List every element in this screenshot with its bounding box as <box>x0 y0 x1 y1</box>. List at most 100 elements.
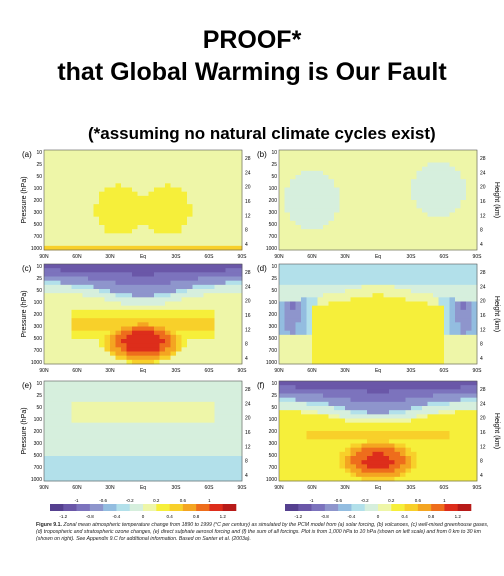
cell-d-11-18 <box>339 339 346 344</box>
cell-a-18-15 <box>143 212 149 218</box>
cell-a-10-9 <box>99 187 105 193</box>
cell-b-27-20 <box>427 233 434 238</box>
cell-e-5-12 <box>71 431 78 436</box>
cell-a-28-17 <box>198 220 204 226</box>
cell-c-17-2 <box>137 272 144 277</box>
cell-c-28-21 <box>198 351 204 357</box>
cell-a-13-1 <box>115 154 122 159</box>
cell-a-4-2 <box>66 158 72 163</box>
cell-c-11-21 <box>104 351 111 357</box>
cell-d-14-3 <box>356 276 362 282</box>
cell-b-5-12 <box>306 200 313 205</box>
cell-d-18-0 <box>378 264 384 269</box>
cell-b-28-6 <box>433 175 439 180</box>
cell-b-22-9 <box>400 187 406 193</box>
cell-b-3-10 <box>295 191 302 197</box>
cell-d-7-19 <box>317 343 324 348</box>
cell-b-4-5 <box>301 170 307 176</box>
cell-b-9-5 <box>328 170 335 176</box>
cell-e-31-23 <box>214 476 221 482</box>
cell-b-20-0 <box>389 150 395 155</box>
cell-e-13-14 <box>115 439 122 444</box>
cell-d-16-2 <box>367 272 373 277</box>
cell-b-11-9 <box>339 187 346 193</box>
cell-a-26-4 <box>187 166 193 172</box>
cell-b-4-4 <box>301 166 307 172</box>
cell-b-4-2 <box>301 158 307 163</box>
cell-d-14-0 <box>356 264 362 269</box>
cell-a-33-21 <box>225 237 232 243</box>
cell-b-18-23 <box>378 245 384 251</box>
cell-d-33-19 <box>460 343 467 348</box>
cell-b-6-12 <box>312 200 318 205</box>
cell-e-0-9 <box>44 418 50 424</box>
cell-a-0-12 <box>44 200 50 205</box>
cell-d-10-1 <box>334 268 340 273</box>
cell-d-27-19 <box>427 343 434 348</box>
cell-f-9-21 <box>328 468 335 474</box>
cell-d-26-0 <box>422 264 428 269</box>
cell-a-14-10 <box>121 191 127 197</box>
cell-e-29-1 <box>203 385 210 390</box>
cell-a-4-15 <box>66 212 72 218</box>
cell-d-9-19 <box>328 343 335 348</box>
cell-b-34-8 <box>466 183 472 188</box>
cell-f-13-9 <box>350 418 357 424</box>
cell-b-27-9 <box>427 187 434 193</box>
cell-c-29-18 <box>203 339 210 344</box>
cell-e-21-10 <box>159 422 166 428</box>
cell-b-28-15 <box>433 212 439 218</box>
cell-b-24-11 <box>411 195 417 201</box>
cell-f-15-12 <box>361 431 368 436</box>
cell-c-17-16 <box>137 330 144 336</box>
cell-a-18-10 <box>143 191 149 197</box>
cell-c-31-4 <box>214 280 221 286</box>
cell-a-10-1 <box>99 154 105 159</box>
cell-d-34-2 <box>466 272 472 277</box>
cell-b-13-0 <box>350 150 357 155</box>
cell-c-5-10 <box>71 305 78 311</box>
cell-f-17-3 <box>372 393 379 399</box>
cell-c-7-14 <box>82 322 89 327</box>
cell-b-6-17 <box>312 220 318 226</box>
cell-e-23-5 <box>170 401 177 407</box>
cell-a-11-5 <box>104 170 111 176</box>
cell-a-24-8 <box>176 183 182 188</box>
cell-f-14-3 <box>356 393 362 399</box>
cell-c-1-18 <box>49 339 56 344</box>
cell-e-33-20 <box>225 464 232 469</box>
cell-e-5-11 <box>71 426 78 432</box>
cell-c-30-4 <box>209 280 215 286</box>
cell-d-3-5 <box>295 284 302 290</box>
cell-c-33-17 <box>225 334 232 340</box>
cell-c-1-16 <box>49 330 56 336</box>
cell-a-22-7 <box>165 179 171 184</box>
cell-e-19-2 <box>148 389 155 394</box>
cell-d-14-1 <box>356 268 362 273</box>
cell-d-20-11 <box>389 309 395 315</box>
cell-a-28-16 <box>198 216 204 222</box>
cell-b-28-4 <box>433 166 439 172</box>
cell-c-32-13 <box>220 318 226 323</box>
cell-a-27-6 <box>192 175 199 180</box>
cell-c-30-15 <box>209 326 215 332</box>
cell-e-18-1 <box>143 385 149 390</box>
cell-d-26-18 <box>422 339 428 344</box>
cell-a-25-1 <box>181 154 188 159</box>
cell-d-35-11 <box>471 309 478 315</box>
cell-f-12-0 <box>345 381 351 386</box>
cell-d-16-21 <box>367 351 373 357</box>
cell-d-5-16 <box>306 330 313 336</box>
cell-e-23-18 <box>170 456 177 461</box>
cell-a-12-11 <box>110 195 116 201</box>
cell-d-34-3 <box>466 276 472 282</box>
cell-a-10-13 <box>99 204 105 209</box>
cell-d-16-14 <box>367 322 373 327</box>
cell-c-5-9 <box>71 301 78 307</box>
cell-c-28-17 <box>198 334 204 340</box>
cell-d-34-19 <box>466 343 472 348</box>
cell-d-0-20 <box>279 347 285 352</box>
cell-f-8-17 <box>323 451 329 457</box>
cell-a-5-14 <box>71 208 78 213</box>
cell-a-30-21 <box>209 237 215 243</box>
